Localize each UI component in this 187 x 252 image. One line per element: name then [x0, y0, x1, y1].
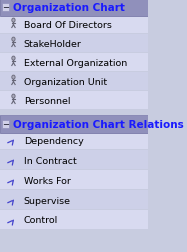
Circle shape [12, 19, 15, 23]
Text: Organization Chart: Organization Chart [13, 3, 125, 13]
Text: Organization Chart Relations: Organization Chart Relations [13, 119, 184, 130]
Bar [0, 0, 148, 17]
Bar [2, 120, 9, 129]
Text: −: − [2, 4, 9, 12]
Circle shape [12, 57, 15, 61]
Circle shape [12, 95, 15, 99]
Bar [0, 150, 148, 169]
Bar [0, 131, 148, 149]
Text: Board Of Directors: Board Of Directors [24, 20, 112, 29]
Text: −: − [2, 120, 9, 129]
Bar [0, 91, 148, 109]
Text: StakeHolder: StakeHolder [24, 39, 82, 48]
Circle shape [12, 38, 15, 42]
Text: Dependency: Dependency [24, 136, 83, 145]
Bar [0, 170, 148, 189]
Bar [2, 4, 9, 12]
Bar [0, 190, 148, 209]
Bar [0, 210, 148, 229]
Circle shape [12, 76, 15, 80]
Bar [0, 53, 148, 71]
Bar [0, 34, 148, 52]
Bar [0, 115, 148, 134]
Text: Organization Unit: Organization Unit [24, 77, 107, 86]
Bar [0, 15, 148, 33]
Bar [0, 72, 148, 90]
Text: External Organization: External Organization [24, 58, 127, 67]
Text: In Contract: In Contract [24, 156, 76, 165]
Text: Personnel: Personnel [24, 96, 70, 105]
Text: Control: Control [24, 216, 58, 225]
Text: Supervise: Supervise [24, 196, 71, 205]
Text: Works For: Works For [24, 176, 71, 185]
